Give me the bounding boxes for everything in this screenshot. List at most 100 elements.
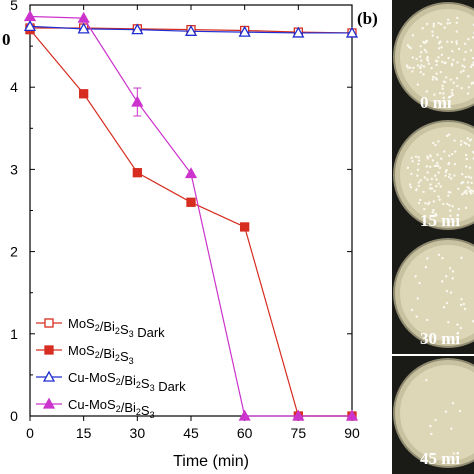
colony [419,66,422,70]
x-tick-label: 45 [183,425,199,441]
colony [451,93,455,97]
colony [455,21,459,24]
colony [417,159,421,162]
y-tick-label: 5 [10,0,18,13]
colony [430,187,434,190]
colony [449,291,453,294]
colony [447,320,450,324]
colony [435,161,439,165]
colony [460,139,463,143]
colony [466,92,470,95]
data-point [292,409,305,421]
colony [464,153,468,157]
colony [453,162,457,166]
colony [465,189,468,192]
colony [415,189,418,192]
petri-dish-photo: 15 mi [392,118,474,236]
colony [467,144,471,147]
colony [421,27,424,30]
colony [439,185,442,188]
colony [462,69,465,72]
colony [441,84,444,88]
data-point [184,24,198,36]
colony [410,156,413,160]
colony [440,53,444,57]
colony [455,77,459,80]
colony [411,160,414,163]
colony [471,36,474,39]
colony [470,63,474,67]
colony [448,161,451,165]
colony [414,275,417,278]
colony [406,66,410,69]
colony [471,190,474,193]
data-point [186,197,196,207]
colony [425,165,429,168]
petri-dish-photo: 0 mi [392,0,474,118]
petri-dish-photo: 30 mi [392,236,474,354]
colony [462,181,465,184]
colony [408,183,412,186]
time-label: 30 mi [420,329,460,348]
colony [424,202,427,205]
colony [409,66,412,69]
legend-label: Cu-MoS2/Bi2S3 [68,397,155,420]
colony [435,178,438,181]
data-point [132,168,142,178]
colony [469,49,473,52]
colony [437,140,440,143]
colony [452,58,455,62]
colony [423,48,427,52]
colony [431,211,434,214]
colony [437,21,440,25]
colony [429,183,432,186]
colony [438,92,442,95]
colony [444,410,448,413]
colony [447,133,451,136]
panel-b-photos: 0 mi 15 mi 30 mi 45 mi [392,0,474,474]
colony [430,432,433,436]
legend: MoS2/Bi2S3 Dark MoS2/Bi2S3 Cu-MoS2/Bi2S3 D… [36,316,186,420]
colony [444,170,448,174]
colony [460,297,463,301]
colony [409,185,413,189]
colony [470,181,473,185]
colony [417,184,421,188]
colony [455,42,459,45]
colony [440,46,443,49]
colony [466,137,469,140]
colony [415,315,418,318]
colony [439,70,442,74]
petri-dish-photo: 45 mi [392,356,474,474]
y-tick-label: 2 [10,244,18,260]
colony [457,47,461,51]
colony [411,34,415,37]
colony [461,193,464,196]
colony [463,65,466,69]
colony [434,418,437,422]
colony [457,187,460,191]
colony [442,306,446,309]
colony [447,194,450,197]
colony [449,177,453,180]
colony [422,40,425,44]
colony [450,91,454,95]
colony [430,177,434,181]
colony [439,22,443,26]
colony [427,62,431,65]
data-point [77,22,90,34]
colony [416,168,420,171]
colony [426,55,429,59]
colony [435,214,438,217]
legend-label: MoS2/Bi2S3 Dark [68,316,165,340]
colony [434,143,437,147]
legend-marker [44,345,54,355]
colony [406,44,410,47]
colony [424,266,428,269]
colony [442,92,445,95]
colony [463,58,466,61]
colony [431,30,434,33]
x-tick-label: 15 [76,425,92,441]
data-point [23,10,37,22]
colony [445,289,449,293]
